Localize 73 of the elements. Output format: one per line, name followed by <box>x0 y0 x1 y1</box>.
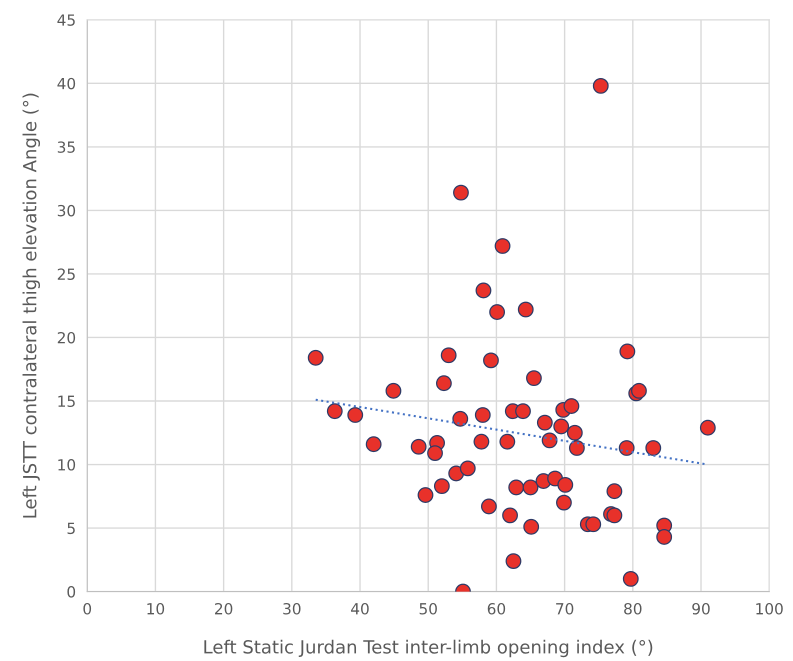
y-tick-label: 5 <box>68 522 75 534</box>
point <box>481 498 497 514</box>
point <box>585 516 602 532</box>
point <box>410 438 427 455</box>
point <box>508 480 524 496</box>
x-tick-label: 90 <box>692 602 710 615</box>
x-tick-label: 80 <box>624 602 642 615</box>
point <box>523 518 540 535</box>
point <box>434 478 450 494</box>
point <box>645 440 662 456</box>
x-tick-label: 100 <box>756 602 783 615</box>
point <box>436 375 452 392</box>
point <box>483 352 499 368</box>
x-axis-title: Left Static Jurdan Test inter-limb opening index (°) <box>204 640 652 658</box>
y-tick-label: 0 <box>67 586 76 598</box>
point <box>502 507 518 524</box>
x-tick-label: 30 <box>283 602 301 615</box>
point <box>606 483 622 500</box>
x-tick-label: 50 <box>420 602 437 615</box>
point <box>506 553 522 570</box>
point <box>515 403 531 420</box>
point <box>386 382 402 399</box>
point <box>656 529 672 545</box>
point <box>536 414 553 431</box>
point <box>308 350 324 366</box>
point <box>460 460 476 476</box>
point <box>476 282 492 298</box>
y-tick-label: 25 <box>58 268 75 280</box>
point <box>618 440 635 456</box>
point <box>440 347 457 364</box>
y-tick-label: 40 <box>57 78 76 90</box>
point <box>526 370 542 386</box>
point <box>522 480 538 496</box>
x-tick-label: 20 <box>215 602 232 615</box>
point <box>474 407 491 423</box>
point <box>622 570 639 587</box>
point <box>556 494 572 511</box>
point <box>606 507 622 524</box>
point <box>518 302 534 318</box>
x-tick-label: 70 <box>556 602 574 615</box>
point <box>700 420 716 436</box>
y-tick-label: 15 <box>58 396 75 408</box>
point <box>448 466 464 482</box>
point <box>452 410 468 427</box>
y-axis-title: Left JSTT contralateral thigh elevation Angle (°) <box>22 94 40 518</box>
point <box>494 238 510 254</box>
point <box>453 184 469 201</box>
x-tick-label: 60 <box>488 602 506 615</box>
y-tick-label: 20 <box>58 332 76 344</box>
y-tick-label: 30 <box>58 204 76 216</box>
point <box>499 434 516 450</box>
point <box>347 407 364 423</box>
x-tick-label: 40 <box>351 602 369 615</box>
point <box>474 434 490 450</box>
point <box>326 403 343 420</box>
point <box>427 445 443 462</box>
point <box>592 78 609 94</box>
point <box>568 440 585 456</box>
y-tick-label: 45 <box>57 14 75 26</box>
point <box>366 436 382 452</box>
point <box>631 382 647 399</box>
point <box>418 487 434 503</box>
point <box>564 398 580 414</box>
point <box>557 476 574 493</box>
point <box>489 304 506 320</box>
y-tick-label: 10 <box>58 459 76 471</box>
x-tick-label: 0 <box>83 602 92 615</box>
point <box>553 418 570 434</box>
point <box>619 344 636 360</box>
point <box>542 432 558 448</box>
y-tick-label: 35 <box>58 141 75 153</box>
x-tick-label: 10 <box>147 602 164 615</box>
point <box>566 424 583 441</box>
